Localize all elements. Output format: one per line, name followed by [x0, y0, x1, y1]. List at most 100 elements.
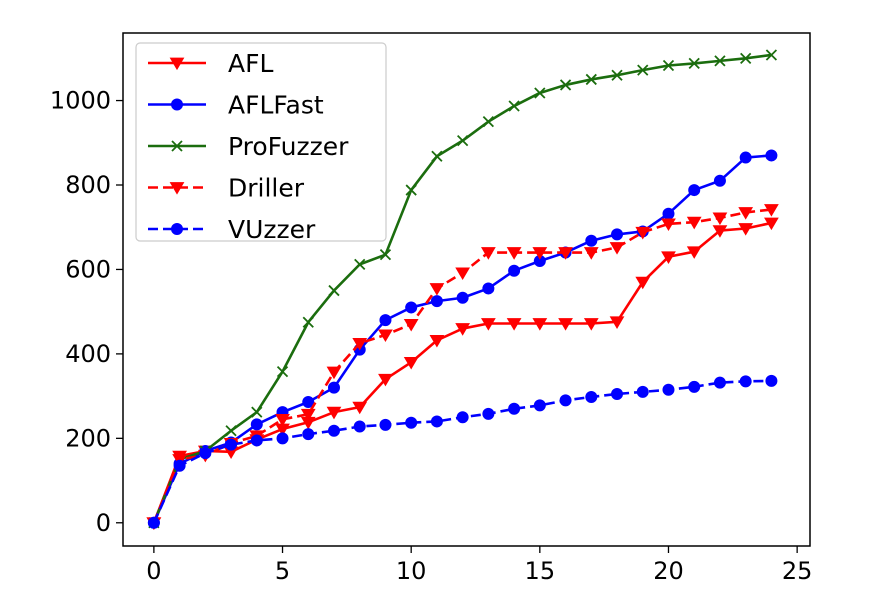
data-point-profuzzer: [379, 249, 392, 261]
data-point-afl: [609, 316, 625, 329]
data-point-aflfast: [327, 381, 340, 394]
data-point-vuzzer: [379, 418, 392, 431]
data-point-profuzzer: [405, 184, 417, 196]
data-point-driller: [558, 247, 573, 260]
data-point-afl: [480, 318, 496, 331]
legend-label: AFLFast: [228, 91, 324, 120]
data-point-driller: [635, 226, 651, 240]
x-tick-label: 0: [146, 557, 161, 585]
data-point-profuzzer: [740, 52, 752, 64]
series-layer: [146, 49, 779, 530]
data-point-vuzzer: [713, 376, 726, 389]
legend-marker: [171, 223, 183, 235]
legend-label: AFL: [228, 49, 273, 78]
data-point-aflfast: [765, 149, 778, 162]
data-point-aflfast: [250, 418, 263, 431]
legend-item-driller: Driller: [148, 174, 305, 203]
data-point-aflfast: [482, 282, 495, 295]
data-point-afl: [506, 318, 522, 331]
data-point-aflfast: [713, 174, 726, 187]
legend-item-aflfast: AFLFast: [148, 91, 324, 120]
data-point-vuzzer: [636, 385, 649, 398]
y-tick-label: 800: [65, 171, 111, 199]
data-point-vuzzer: [430, 415, 443, 428]
data-point-vuzzer: [765, 374, 778, 387]
legend-label: ProFuzzer: [228, 132, 349, 161]
data-point-vuzzer: [688, 380, 701, 393]
y-tick-label: 200: [65, 424, 111, 452]
x-tick-label: 15: [525, 557, 556, 585]
data-point-vuzzer: [611, 388, 624, 400]
data-point-driller: [686, 216, 702, 230]
data-point-driller: [326, 366, 342, 380]
data-point-vuzzer: [405, 416, 418, 429]
data-point-profuzzer: [637, 64, 649, 76]
data-point-profuzzer: [585, 73, 597, 86]
data-point-profuzzer: [225, 425, 237, 437]
data-point-profuzzer: [328, 284, 340, 297]
data-point-driller: [352, 337, 368, 351]
legend-item-profuzzer: ProFuzzer: [148, 132, 349, 161]
data-point-vuzzer: [508, 402, 521, 415]
y-tick-label: 1000: [50, 87, 111, 115]
data-point-driller: [764, 204, 779, 217]
data-point-afl: [661, 251, 676, 264]
x-tick-label: 20: [653, 557, 684, 585]
data-point-profuzzer: [688, 57, 700, 70]
data-point-driller: [532, 247, 548, 260]
data-point-afl: [686, 246, 702, 259]
data-point-afl: [635, 276, 651, 290]
data-point-aflfast: [456, 291, 469, 304]
data-point-aflfast: [585, 234, 598, 247]
data-point-aflfast: [611, 228, 624, 241]
x-tick-label: 25: [782, 557, 813, 585]
data-point-profuzzer: [457, 135, 469, 147]
data-point-vuzzer: [662, 383, 675, 396]
data-point-vuzzer: [559, 394, 572, 407]
data-point-vuzzer: [302, 428, 315, 441]
plot-frame: [122, 32, 811, 547]
data-point-driller: [378, 329, 393, 343]
data-point-aflfast: [662, 207, 675, 220]
data-point-profuzzer: [431, 150, 443, 162]
x-tick-label: 5: [275, 557, 290, 585]
data-point-profuzzer: [714, 55, 726, 67]
data-point-driller: [275, 413, 290, 427]
data-point-profuzzer: [276, 365, 289, 378]
data-point-profuzzer: [765, 49, 778, 61]
data-point-vuzzer: [147, 516, 160, 529]
data-point-afl: [532, 318, 548, 331]
data-point-driller: [661, 218, 676, 232]
data-point-vuzzer: [482, 407, 495, 420]
series-vuzzer: [147, 374, 778, 529]
y-tick-label: 600: [65, 255, 111, 283]
data-point-driller: [609, 242, 625, 255]
data-point-aflfast: [430, 295, 443, 308]
legend-label: Driller: [228, 174, 305, 203]
data-point-profuzzer: [534, 87, 546, 99]
data-point-afl: [326, 406, 342, 420]
data-point-vuzzer: [276, 432, 289, 445]
data-point-vuzzer: [327, 424, 340, 437]
data-point-vuzzer: [173, 459, 186, 472]
data-point-profuzzer: [662, 59, 675, 72]
data-point-afl: [558, 318, 573, 331]
data-point-afl: [455, 323, 471, 336]
data-point-aflfast: [688, 184, 701, 197]
x-axis: 0 5 10 15 20 25: [146, 546, 812, 585]
y-axis: 0 200 400 600 800 1000: [50, 87, 123, 537]
data-point-vuzzer: [456, 411, 469, 424]
legend-marker: [171, 98, 183, 111]
data-point-aflfast: [739, 151, 752, 164]
data-point-vuzzer: [739, 375, 752, 388]
data-point-vuzzer: [225, 438, 238, 451]
data-point-profuzzer: [508, 100, 520, 112]
data-point-afl: [712, 225, 728, 238]
data-point-afl: [429, 335, 445, 348]
legend-item-vuzzer: VUzzer: [148, 215, 316, 244]
data-point-vuzzer: [199, 447, 212, 460]
data-point-afl: [583, 318, 599, 331]
data-point-driller: [506, 247, 522, 260]
data-point-profuzzer: [559, 79, 572, 91]
